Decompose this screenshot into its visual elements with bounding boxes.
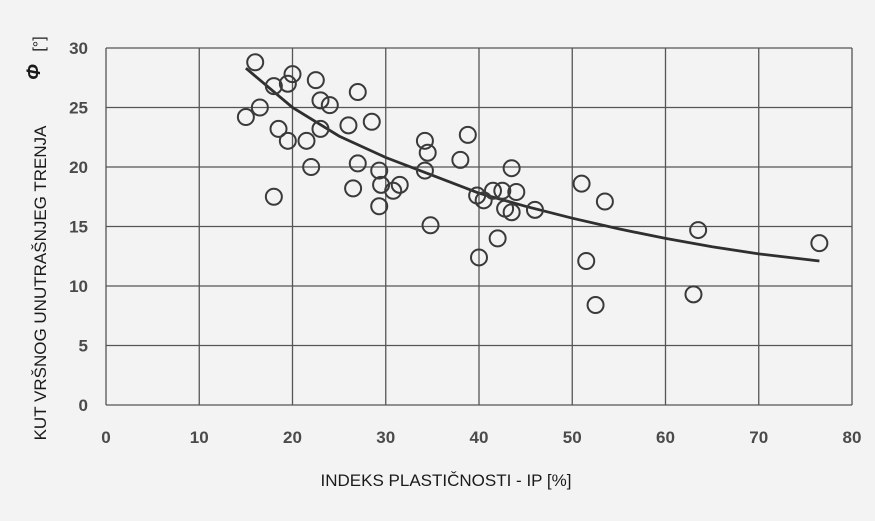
data-point bbox=[250, 98, 269, 117]
data-point bbox=[577, 252, 596, 271]
data-point bbox=[246, 53, 265, 72]
data-point bbox=[311, 91, 330, 110]
x-tick-labels: 0 10 20 30 40 50 60 70 80 bbox=[101, 428, 861, 447]
data-point bbox=[306, 71, 325, 90]
data-point bbox=[572, 174, 591, 193]
data-point bbox=[302, 158, 321, 176]
data-points bbox=[236, 53, 829, 315]
data-point bbox=[502, 203, 521, 222]
data-point bbox=[339, 116, 358, 135]
y-tick-labels: 0 5 10 15 20 25 30 bbox=[69, 39, 88, 415]
grid bbox=[105, 47, 853, 406]
x-tick-label: 40 bbox=[470, 428, 489, 447]
x-tick-label: 10 bbox=[190, 428, 209, 447]
data-point bbox=[390, 175, 409, 194]
data-point bbox=[348, 154, 367, 173]
data-point bbox=[269, 119, 288, 138]
data-point bbox=[278, 74, 297, 93]
y-axis-title: KUT VRŠNOG UNUTRAŠNJEG TRENJA bbox=[31, 125, 50, 441]
data-point bbox=[474, 191, 493, 210]
data-point bbox=[311, 119, 330, 138]
y-tick-label: 25 bbox=[69, 99, 88, 118]
data-point bbox=[236, 108, 255, 127]
trend-line-group bbox=[244, 67, 820, 263]
data-point bbox=[384, 181, 403, 200]
x-tick-label: 60 bbox=[656, 428, 675, 447]
data-point bbox=[470, 248, 488, 267]
x-tick-label: 30 bbox=[376, 428, 395, 447]
data-point bbox=[421, 216, 440, 235]
data-point bbox=[507, 182, 526, 201]
data-point bbox=[370, 197, 389, 216]
y-axis-unit: [°] bbox=[31, 36, 48, 51]
data-point bbox=[483, 181, 502, 200]
data-point bbox=[415, 161, 434, 180]
x-tick-label: 70 bbox=[749, 428, 768, 447]
data-point bbox=[278, 131, 297, 150]
data-point bbox=[684, 285, 703, 304]
data-point bbox=[415, 131, 434, 150]
y-tick-label: 10 bbox=[69, 277, 88, 296]
data-point bbox=[689, 221, 708, 240]
data-point bbox=[320, 96, 339, 115]
data-point bbox=[595, 192, 614, 211]
y-tick-label: 5 bbox=[79, 337, 88, 356]
y-tick-label: 30 bbox=[69, 39, 88, 58]
y-tick-label: 20 bbox=[69, 158, 88, 177]
data-point bbox=[525, 200, 544, 219]
data-point bbox=[283, 65, 302, 84]
y-tick-label: 15 bbox=[69, 218, 88, 237]
data-point bbox=[344, 179, 363, 198]
data-point bbox=[264, 77, 283, 96]
data-point bbox=[297, 131, 316, 150]
data-point bbox=[493, 181, 512, 200]
data-point bbox=[586, 296, 605, 315]
data-point bbox=[488, 229, 507, 248]
y-tick-label: 0 bbox=[79, 396, 88, 415]
data-point bbox=[348, 83, 367, 102]
x-tick-label: 0 bbox=[101, 428, 110, 447]
data-point bbox=[458, 125, 477, 144]
trend-line bbox=[244, 67, 820, 263]
data-point bbox=[451, 150, 470, 169]
data-point bbox=[362, 112, 381, 131]
x-tick-label: 80 bbox=[843, 428, 862, 447]
data-point bbox=[264, 187, 283, 206]
x-tick-label: 50 bbox=[563, 428, 582, 447]
x-axis-title: INDEKS PLASTIČNOSTI - IP [%] bbox=[321, 471, 572, 490]
data-point bbox=[810, 234, 829, 253]
x-tick-label: 20 bbox=[283, 428, 302, 447]
data-point bbox=[370, 161, 389, 180]
data-point bbox=[418, 143, 437, 162]
data-point bbox=[502, 159, 521, 178]
y-axis-symbol: Φ bbox=[24, 64, 45, 80]
